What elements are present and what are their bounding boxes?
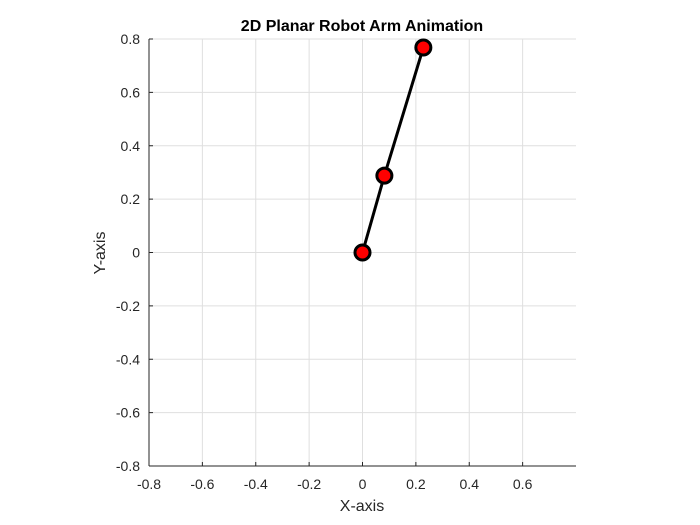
y-tick-label: -0.8 <box>116 458 140 474</box>
arm-joint-marker <box>375 166 394 185</box>
axes-box <box>148 39 576 467</box>
arm-joint-marker <box>353 243 372 262</box>
y-tick-label: 0.8 <box>121 31 141 47</box>
chart-title: 2D Planar Robot Arm Animation <box>241 18 483 35</box>
arm-link-line <box>361 47 425 253</box>
x-tick-label: 0.2 <box>406 476 426 492</box>
y-ticks: -0.8 -0.6 -0.4 -0.2 0 0.2 0.4 0.6 0.8 <box>116 31 153 474</box>
x-ticks: -0.8 -0.6 -0.4 -0.2 0 0.2 0.4 0.6 <box>137 462 533 492</box>
arm-joint-marker <box>414 38 433 57</box>
y-axis-label: Y-axis <box>92 232 109 275</box>
y-tick-label: 0.4 <box>121 138 141 154</box>
x-tick-label: 0.6 <box>513 476 533 492</box>
y-tick-label: -0.2 <box>116 298 140 314</box>
plot-area <box>353 38 433 262</box>
x-tick-label: 0.4 <box>460 476 480 492</box>
x-tick-label: -0.2 <box>297 476 321 492</box>
x-tick-label: -0.4 <box>244 476 268 492</box>
y-tick-label: 0.6 <box>121 84 141 100</box>
x-tick-label: -0.8 <box>137 476 161 492</box>
y-tick-label: -0.4 <box>116 351 140 367</box>
x-axis-label: X-axis <box>340 498 384 515</box>
y-tick-label: -0.6 <box>116 405 140 421</box>
y-tick-label: 0 <box>132 245 140 261</box>
y-tick-label: 0.2 <box>121 191 141 207</box>
x-tick-label: -0.6 <box>190 476 214 492</box>
x-tick-label: 0 <box>359 476 367 492</box>
